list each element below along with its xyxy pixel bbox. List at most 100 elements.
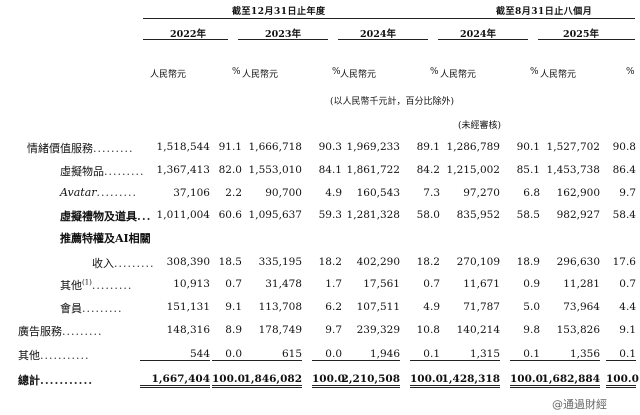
cell-amount: 1,667,404 xyxy=(140,373,210,388)
row-label: 廣告服務......... xyxy=(18,323,102,339)
row-label: 收入......... xyxy=(92,255,154,271)
cell-amount: 1,969,233 xyxy=(346,141,400,153)
cell-amount: 160,543 xyxy=(356,187,400,199)
year-2023: 2023年 xyxy=(265,29,301,40)
row-label-text: 其他 xyxy=(18,349,40,362)
cell-amount: 1,315 xyxy=(430,348,500,361)
cell-amount: 1,861,722 xyxy=(346,164,400,176)
watermark: @通過財經 xyxy=(552,398,607,411)
cell-amount: 178,749 xyxy=(258,324,302,336)
cell-percent: 7.3 xyxy=(423,187,440,199)
cell-amount: 615 xyxy=(232,348,302,361)
cell-amount: 1,286,789 xyxy=(446,141,500,153)
cell-percent: 2.2 xyxy=(225,187,242,199)
cell-percent: 0.0 xyxy=(312,348,342,361)
footnote-marker: (1) xyxy=(82,278,92,287)
year-rule xyxy=(338,39,428,40)
cell-amount: 1,095,637 xyxy=(248,209,302,221)
cell-amount: 153,826 xyxy=(556,324,600,336)
cell-percent: 18.9 xyxy=(516,256,540,268)
cell-percent: 85.1 xyxy=(516,164,540,176)
cell-percent: 18.5 xyxy=(218,256,242,268)
cell-amount: 2,210,508 xyxy=(330,373,400,388)
row-label: 總計........... xyxy=(18,372,93,388)
cell-percent: 0.7 xyxy=(619,278,636,290)
cell-percent: 100.0 xyxy=(312,373,345,388)
cell-percent: 0.7 xyxy=(423,278,440,290)
year-2022: 2022年 xyxy=(170,29,206,40)
cell-percent: 0.0 xyxy=(212,348,242,361)
cell-percent: 89.1 xyxy=(416,141,440,153)
cell-percent: 58.0 xyxy=(416,209,440,221)
cell-amount: 1,453,738 xyxy=(546,164,600,176)
period-header-eight-months: 截至8月31日止八個月 xyxy=(496,7,593,17)
cell-percent: 8.9 xyxy=(225,324,242,336)
cell-amount: 107,511 xyxy=(356,301,400,313)
cell-percent: 100.0 xyxy=(212,373,245,388)
cell-percent: 18.2 xyxy=(318,256,342,268)
cell-amount: 1,367,413 xyxy=(156,164,210,176)
cell-percent: 0.1 xyxy=(510,348,540,361)
cell-percent: 100.0 xyxy=(510,373,543,388)
row-label: 虛擬物品......... xyxy=(60,163,144,179)
cell-amount: 835,952 xyxy=(456,209,500,221)
cell-amount: 113,708 xyxy=(258,301,302,313)
cell-amount: 982,927 xyxy=(556,209,600,221)
period-header-full-year: 截至12月31日止年度 xyxy=(232,7,326,17)
unit-percent: % xyxy=(332,67,341,77)
cell-amount: 270,109 xyxy=(456,256,500,268)
cell-percent: 0.7 xyxy=(225,278,242,290)
cell-amount: 151,131 xyxy=(166,301,210,313)
cell-percent: 0.1 xyxy=(410,348,440,361)
cell-amount: 1,518,544 xyxy=(156,141,210,153)
leader-dots: ........... xyxy=(40,349,90,362)
leader-dots: ......... xyxy=(104,165,145,178)
cell-amount: 335,195 xyxy=(258,256,302,268)
row-label-text: Avatar xyxy=(60,186,97,199)
cell-percent: 9.1 xyxy=(619,324,636,336)
cell-percent: 58.5 xyxy=(516,209,540,221)
cell-amount: 308,390 xyxy=(166,256,210,268)
cell-percent: 90.8 xyxy=(612,141,636,153)
cell-amount: 1,682,884 xyxy=(530,373,600,388)
unit-percent: % xyxy=(232,67,241,77)
leader-dots: ........... xyxy=(40,374,94,387)
cell-amount: 37,106 xyxy=(173,187,210,199)
cell-percent: 84.1 xyxy=(318,164,342,176)
cell-amount: 97,270 xyxy=(463,187,500,199)
year-2024-8m: 2024年 xyxy=(460,29,496,40)
unit-percent: % xyxy=(626,67,635,77)
unit-rmb: 人民幣元 xyxy=(540,70,577,80)
cell-amount: 1,011,004 xyxy=(156,209,210,221)
unit-rmb: 人民幣元 xyxy=(440,70,477,80)
cell-amount: 544 xyxy=(140,348,210,361)
row-label-text: 虛擬禮物及道具 xyxy=(60,210,137,223)
unit-rmb: 人民幣元 xyxy=(340,70,377,80)
cell-percent: 17.6 xyxy=(612,256,636,268)
cell-amount: 1,666,718 xyxy=(248,141,302,153)
unit-rmb: 人民幣元 xyxy=(242,70,279,80)
row-label: 會員......... xyxy=(60,300,122,316)
cell-percent: 5.0 xyxy=(523,301,540,313)
row-label-text: 情緒價值服務 xyxy=(27,142,93,155)
cell-amount: 140,214 xyxy=(456,324,500,336)
cell-percent: 4.9 xyxy=(325,187,342,199)
leader-dots: ......... xyxy=(62,325,103,338)
cell-amount: 1,846,082 xyxy=(232,373,302,388)
cell-percent: 58.4 xyxy=(612,209,636,221)
cell-amount: 17,561 xyxy=(363,278,400,290)
cell-percent: 100.0 xyxy=(410,373,443,388)
cell-amount: 148,316 xyxy=(166,324,210,336)
cell-amount: 73,964 xyxy=(563,301,600,313)
cell-percent: 0.9 xyxy=(523,278,540,290)
row-label-text: 其他 xyxy=(60,279,82,292)
cell-amount: 11,671 xyxy=(463,278,500,290)
cell-percent: 60.6 xyxy=(218,209,242,221)
cell-percent: 10.8 xyxy=(416,324,440,336)
row-label: 其他(1)......... xyxy=(60,277,132,293)
cell-amount: 162,900 xyxy=(556,187,600,199)
row-label: Avatar......... xyxy=(60,186,137,199)
cell-percent: 59.3 xyxy=(318,209,342,221)
unit-rmb: 人民幣元 xyxy=(150,70,187,80)
cell-percent: 1.7 xyxy=(325,278,342,290)
